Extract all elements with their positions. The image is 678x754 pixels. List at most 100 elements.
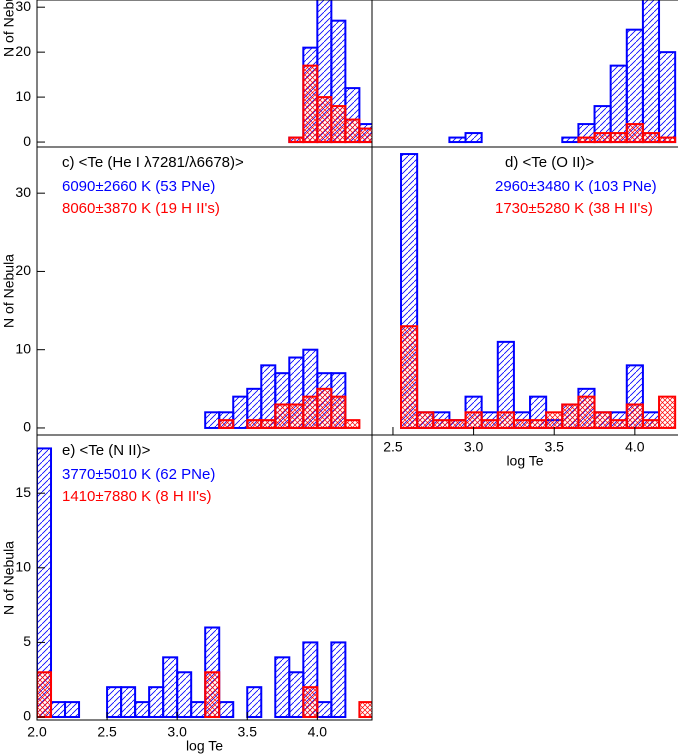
y-tick-label: 10 [15, 559, 31, 575]
annotation: 1730±5280 K (38 H II's) [495, 200, 653, 217]
histogram-bar [577, 395, 596, 429]
histogram-bar [561, 136, 580, 144]
panel-title: e) <Te (N II)> [62, 442, 151, 459]
histogram-bar [641, 0, 661, 144]
histogram-bar [232, 395, 249, 429]
histogram-bar [302, 64, 319, 144]
histogram-bar [358, 701, 372, 719]
histogram-bar [609, 64, 628, 144]
x-tick-label: 2.5 [383, 439, 403, 455]
histogram-bar [260, 364, 277, 429]
histogram-bar [190, 701, 207, 719]
histogram-bar [260, 419, 277, 429]
histogram-bar [658, 395, 677, 429]
histogram-bar [448, 419, 467, 429]
histogram-bar [432, 419, 451, 429]
histogram-bar [448, 136, 467, 144]
histogram-bar [593, 411, 612, 429]
panel [448, 0, 677, 144]
histogram-bar [480, 419, 499, 429]
y-tick-label: 10 [15, 88, 31, 104]
histogram-bar [609, 419, 628, 429]
histogram-bar [120, 686, 137, 719]
histogram-bar [302, 395, 319, 429]
annotation: 1410±7880 K (8 H II's) [62, 488, 212, 505]
panel-title: c) <Te (He I λ7281/λ6678)> [62, 154, 244, 171]
histogram-bar [658, 51, 677, 144]
histogram-bar [316, 96, 333, 144]
panel-title: d) <Te (O II)> [505, 154, 594, 171]
x-tick-label: 2.0 [27, 724, 47, 740]
histogram-bar [37, 671, 53, 719]
y-axis-label: N of Nebula [1, 254, 17, 328]
x-axis-label: log Te [506, 453, 543, 469]
panel [37, 447, 372, 719]
panel [204, 348, 361, 429]
histogram-bar [218, 701, 235, 719]
histogram-bar [246, 686, 263, 719]
y-tick-label: 5 [23, 633, 31, 649]
annotation: 6090±2660 K (53 PNe) [62, 178, 215, 195]
x-tick-label: 3.5 [238, 724, 258, 740]
y-tick-label: 30 [15, 184, 31, 200]
histogram-bar [609, 132, 628, 144]
x-axis-label: log Te [186, 738, 223, 754]
histogram-bar [64, 701, 81, 719]
annotation: 3770±5010 K (62 PNe) [62, 466, 215, 483]
x-tick-label: 2.5 [97, 724, 117, 740]
y-tick-label: 30 [15, 0, 31, 14]
histogram-bar [246, 419, 263, 429]
histogram-bar [416, 411, 435, 429]
histogram-bar [330, 105, 347, 144]
histogram-bar [316, 701, 333, 719]
histogram-bar [288, 403, 305, 429]
panel [288, 0, 372, 144]
y-tick-label: 0 [23, 708, 31, 724]
histogram-bar [134, 701, 151, 719]
histogram-bar [641, 419, 661, 429]
histogram-bar [561, 403, 580, 429]
histogram-bar [344, 118, 361, 144]
histogram-bar [274, 403, 291, 429]
histogram-bar [625, 123, 644, 144]
histogram-bar [400, 325, 419, 429]
histogram-bar [641, 132, 661, 144]
x-tick-label: 4.0 [625, 439, 645, 455]
histogram-bar [330, 395, 347, 429]
histogram-bar [106, 686, 123, 719]
histogram-bar [176, 671, 193, 719]
histogram-bar [204, 411, 221, 429]
histogram-bar [658, 136, 677, 144]
histogram-bar [529, 419, 548, 429]
histogram-bar [344, 419, 361, 429]
y-tick-label: 20 [15, 262, 31, 278]
histogram-bar [162, 656, 179, 719]
y-axis-label: N of Nebula [1, 541, 17, 615]
histogram-bar [330, 641, 347, 719]
histogram-bar [288, 671, 305, 719]
y-tick-label: 20 [15, 43, 31, 59]
y-tick-label: 15 [15, 484, 31, 500]
annotation: 2960±3480 K (103 PNe) [495, 178, 657, 195]
histogram-bar [204, 671, 221, 719]
y-tick-label: 10 [15, 340, 31, 356]
x-tick-label: 3.0 [167, 724, 187, 740]
histogram-bar [302, 686, 319, 719]
y-tick-label: 0 [23, 419, 31, 435]
histogram-bar [316, 387, 333, 429]
histogram-bar [274, 656, 291, 719]
histogram-bar [148, 686, 165, 719]
x-tick-label: 4.0 [308, 724, 328, 740]
histogram-bar [50, 701, 67, 719]
histogram-bar [496, 411, 515, 429]
y-tick-label: 0 [23, 133, 31, 149]
x-tick-label: 3.0 [464, 439, 484, 455]
frame [371, 146, 678, 436]
histogram-bar [577, 136, 596, 144]
panel [400, 153, 677, 429]
histogram-bar [625, 403, 644, 429]
histogram-bar [545, 411, 564, 429]
y-axis-label: N of Nebula [1, 0, 17, 57]
x-tick-label: 3.5 [544, 439, 564, 455]
